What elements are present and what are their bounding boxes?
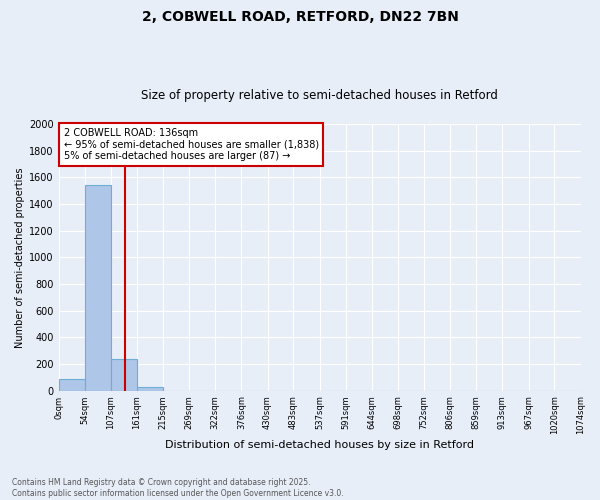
X-axis label: Distribution of semi-detached houses by size in Retford: Distribution of semi-detached houses by … [165,440,474,450]
Bar [59,378,85,390]
Y-axis label: Number of semi-detached properties: Number of semi-detached properties [15,167,25,348]
Text: Contains HM Land Registry data © Crown copyright and database right 2025.
Contai: Contains HM Land Registry data © Crown c… [12,478,344,498]
Bar [137,386,163,390]
Text: 2 COBWELL ROAD: 136sqm
← 95% of semi-detached houses are smaller (1,838)
5% of s: 2 COBWELL ROAD: 136sqm ← 95% of semi-det… [64,128,319,161]
Bar [85,186,110,390]
Text: 2, COBWELL ROAD, RETFORD, DN22 7BN: 2, COBWELL ROAD, RETFORD, DN22 7BN [142,10,458,24]
Title: Size of property relative to semi-detached houses in Retford: Size of property relative to semi-detach… [141,89,498,102]
Bar [110,358,137,390]
